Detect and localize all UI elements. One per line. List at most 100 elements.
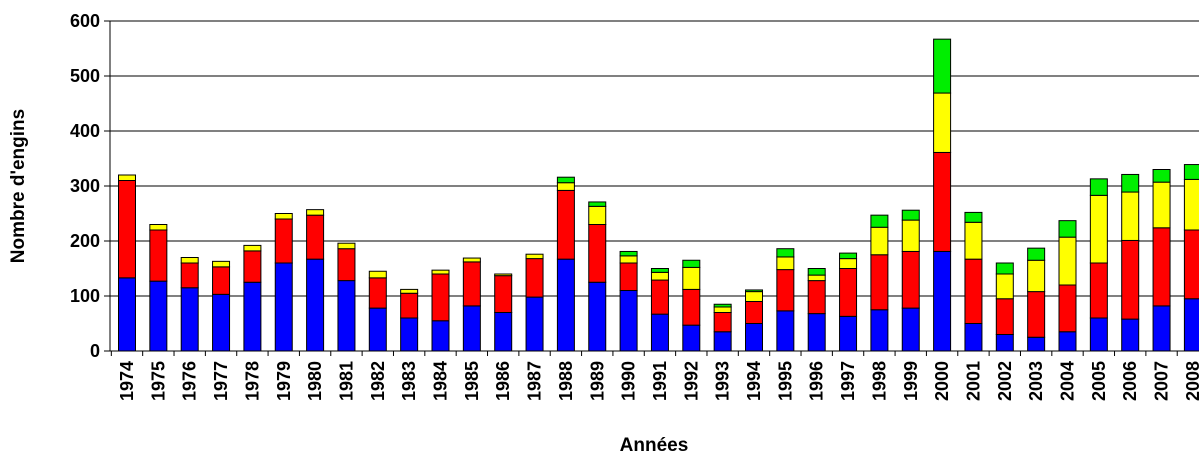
bar-segment-2006-2 bbox=[1121, 239, 1140, 320]
bar-segment-2003-3 bbox=[1027, 259, 1046, 293]
bar-segment-2002-3 bbox=[995, 273, 1014, 300]
bar-segment-1989-3 bbox=[588, 205, 607, 226]
x-tick-label-1987: 1987 bbox=[525, 361, 545, 401]
y-tick-label: 200 bbox=[70, 231, 100, 251]
x-tick-label-1989: 1989 bbox=[587, 361, 607, 401]
bar-segment-2008-4 bbox=[1183, 164, 1199, 180]
x-tick-label-1983: 1983 bbox=[399, 361, 419, 401]
bar-segment-1981-1 bbox=[337, 280, 356, 352]
y-tick-label: 100 bbox=[70, 286, 100, 306]
bar-segment-2001-3 bbox=[964, 221, 983, 260]
y-tick-label: 500 bbox=[70, 66, 100, 86]
bar-segment-1978-1 bbox=[243, 281, 262, 352]
bar-segment-1985-3 bbox=[462, 257, 481, 263]
bar-segment-1996-1 bbox=[807, 313, 826, 352]
bar-segment-1982-1 bbox=[368, 307, 387, 352]
bar-segment-1999-1 bbox=[901, 307, 920, 352]
y-tick-label: 600 bbox=[70, 11, 100, 31]
y-tick-label: 300 bbox=[70, 176, 100, 196]
x-tick-label-1986: 1986 bbox=[493, 361, 513, 401]
x-tick-label-1984: 1984 bbox=[431, 361, 451, 401]
x-tick-label-1991: 1991 bbox=[650, 361, 670, 401]
x-tick-label-2003: 2003 bbox=[1026, 361, 1046, 401]
bar-segment-1989-2 bbox=[588, 224, 607, 283]
bar-segment-1997-2 bbox=[839, 268, 858, 317]
bar-segment-1983-2 bbox=[400, 292, 419, 319]
bar-segment-1987-1 bbox=[525, 296, 544, 352]
bar-segment-2008-2 bbox=[1183, 229, 1199, 300]
bar-segment-2003-2 bbox=[1027, 291, 1046, 338]
bar-segment-1974-3 bbox=[118, 174, 136, 181]
x-tick-label-1990: 1990 bbox=[619, 361, 639, 401]
bar-segment-1986-2 bbox=[494, 275, 513, 313]
x-tick-label-1988: 1988 bbox=[556, 361, 576, 401]
bar-segment-1998-4 bbox=[870, 214, 889, 228]
x-tick-label-1995: 1995 bbox=[775, 361, 795, 401]
bar-segment-2000-3 bbox=[933, 92, 952, 153]
bar-segment-1980-3 bbox=[306, 209, 325, 216]
bar-segment-1979-1 bbox=[274, 262, 293, 352]
x-tick-label-2007: 2007 bbox=[1152, 361, 1172, 401]
bar-segment-2006-4 bbox=[1121, 173, 1140, 193]
bar-segment-2004-1 bbox=[1058, 331, 1077, 352]
bar-segment-1980-2 bbox=[306, 214, 325, 260]
bar-segment-2002-1 bbox=[995, 334, 1014, 352]
x-tick-label-2002: 2002 bbox=[995, 361, 1015, 401]
bar-segment-1992-3 bbox=[682, 266, 701, 290]
bar-segment-1994-1 bbox=[745, 323, 763, 352]
y-axis-title: Nombre d'engins bbox=[8, 109, 29, 263]
bar-segment-1997-3 bbox=[839, 258, 858, 270]
bar-segment-1996-3 bbox=[807, 274, 826, 282]
bar-segment-1979-3 bbox=[274, 213, 293, 220]
bar-segment-1975-3 bbox=[149, 224, 168, 231]
bar-segment-1976-3 bbox=[180, 257, 199, 264]
bar-segment-1994-4 bbox=[745, 289, 763, 293]
axes bbox=[104, 20, 1199, 356]
x-tick-label-1974: 1974 bbox=[117, 361, 137, 401]
bar-segment-2007-4 bbox=[1152, 169, 1171, 183]
bar-segment-1993-3 bbox=[713, 306, 732, 313]
bar-segment-1989-1 bbox=[588, 281, 607, 352]
bar-segment-1996-4 bbox=[807, 268, 826, 276]
x-tick-label-1997: 1997 bbox=[838, 361, 858, 401]
bar-segment-2006-3 bbox=[1121, 191, 1140, 241]
bar-segment-1994-2 bbox=[745, 301, 763, 324]
bar-segment-2001-2 bbox=[964, 258, 983, 324]
x-tick-label-1978: 1978 bbox=[242, 361, 262, 401]
bar-segment-1981-3 bbox=[337, 242, 356, 250]
bar-segment-1992-4 bbox=[682, 259, 701, 268]
bar-segment-2006-1 bbox=[1121, 318, 1140, 352]
bar-segment-1982-2 bbox=[368, 277, 387, 309]
x-tick-label-1982: 1982 bbox=[368, 361, 388, 401]
bar-segment-1988-2 bbox=[556, 189, 575, 260]
bar-segment-2005-3 bbox=[1089, 194, 1108, 264]
x-tick-label-2000: 2000 bbox=[932, 361, 952, 401]
bar-segment-1990-4 bbox=[619, 250, 638, 257]
bar-segment-1988-4 bbox=[556, 176, 575, 184]
bar-segment-1986-1 bbox=[494, 312, 513, 352]
x-tick-label-2005: 2005 bbox=[1089, 361, 1109, 401]
x-tick-label-1981: 1981 bbox=[336, 361, 356, 401]
x-tick-label-1977: 1977 bbox=[211, 361, 231, 401]
bar-segment-1995-1 bbox=[776, 310, 795, 352]
bar-segment-1995-2 bbox=[776, 269, 795, 312]
bar-segment-1998-2 bbox=[870, 254, 889, 311]
x-tick-label-1999: 1999 bbox=[901, 361, 921, 401]
bar-segment-1977-1 bbox=[212, 293, 231, 352]
bar-segment-1998-3 bbox=[870, 226, 889, 256]
bar-segment-1990-1 bbox=[619, 290, 638, 352]
bar-segment-2004-2 bbox=[1058, 284, 1077, 333]
bar-segment-1976-2 bbox=[180, 262, 199, 289]
bar-segment-1985-1 bbox=[462, 305, 481, 352]
x-tick-label-1979: 1979 bbox=[274, 361, 294, 401]
bar-segment-2003-4 bbox=[1027, 247, 1046, 261]
x-tick-label-1993: 1993 bbox=[713, 361, 733, 401]
bar-segment-2001-4 bbox=[964, 211, 983, 223]
x-tick-label-2004: 2004 bbox=[1058, 361, 1078, 401]
bar-segment-2002-4 bbox=[995, 262, 1014, 275]
bar-segment-1993-2 bbox=[713, 312, 732, 333]
bar-segment-1990-3 bbox=[619, 255, 638, 264]
bar-segment-1980-1 bbox=[306, 258, 325, 352]
bar-segment-1979-2 bbox=[274, 218, 293, 264]
